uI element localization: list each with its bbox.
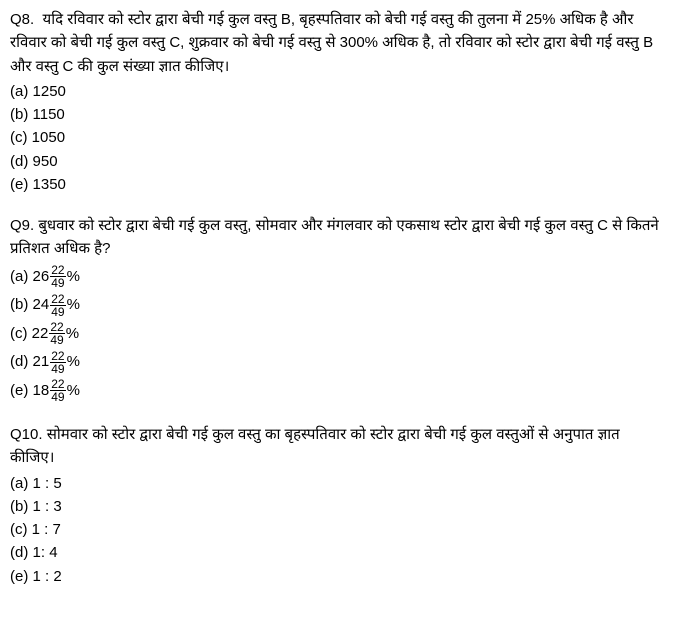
numerator: 22 xyxy=(50,293,65,306)
option-whole: 22 xyxy=(32,325,49,342)
percent-sign: % xyxy=(67,382,80,399)
option-whole: 21 xyxy=(33,353,50,370)
question-8: Q8. यदि रविवार को स्टोर द्वारा बेची गई क… xyxy=(10,8,666,196)
denominator: 49 xyxy=(50,391,65,403)
question-9-text: Q9. बुधवार को स्टोर द्वारा बेची गई कुल व… xyxy=(10,214,666,261)
question-10-text: Q10. सोमवार को स्टोर द्वारा बेची गई कुल … xyxy=(10,423,666,470)
option-a: (a) 1250 xyxy=(10,80,666,103)
option-a: (a) 1 : 5 xyxy=(10,472,666,495)
option-whole: 24 xyxy=(33,296,50,313)
option-label: (b) xyxy=(10,106,28,123)
option-d: (d) 212249% xyxy=(10,348,666,377)
denominator: 49 xyxy=(50,306,65,318)
option-value: 1 : 7 xyxy=(32,521,61,538)
option-value: 1 : 5 xyxy=(33,475,62,492)
percent-sign: % xyxy=(66,325,79,342)
question-number: Q10. xyxy=(10,426,43,443)
percent-sign: % xyxy=(67,268,80,285)
question-body: बुधवार को स्टोर द्वारा बेची गई कुल वस्तु… xyxy=(10,217,659,257)
option-c: (c) 1050 xyxy=(10,126,666,149)
option-value: 1 : 2 xyxy=(33,568,62,585)
fraction: 2249 xyxy=(50,350,65,375)
option-value: 1: 4 xyxy=(33,544,58,561)
option-label: (b) xyxy=(10,296,28,313)
option-value: 1 : 3 xyxy=(33,498,62,515)
option-b: (b) 1150 xyxy=(10,103,666,126)
option-a: (a) 262249% xyxy=(10,263,666,292)
option-value: 1050 xyxy=(32,129,65,146)
option-whole: 26 xyxy=(33,268,50,285)
option-value: 950 xyxy=(33,153,58,170)
numerator: 22 xyxy=(50,350,65,363)
option-d: (d) 950 xyxy=(10,150,666,173)
option-label: (e) xyxy=(10,568,28,585)
option-label: (e) xyxy=(10,176,28,193)
option-label: (a) xyxy=(10,83,28,100)
question-number: Q8. xyxy=(10,11,34,28)
option-b: (b) 1 : 3 xyxy=(10,495,666,518)
option-label: (e) xyxy=(10,382,28,399)
option-value: 1250 xyxy=(33,83,66,100)
question-body: सोमवार को स्टोर द्वारा बेची गई कुल वस्तु… xyxy=(10,426,620,466)
question-8-text: Q8. यदि रविवार को स्टोर द्वारा बेची गई क… xyxy=(10,8,666,78)
fraction: 2249 xyxy=(50,293,65,318)
question-number: Q9. xyxy=(10,217,34,234)
fraction: 2249 xyxy=(50,264,65,289)
option-c: (c) 222249% xyxy=(10,320,666,349)
option-label: (a) xyxy=(10,268,28,285)
option-e: (e) 1350 xyxy=(10,173,666,196)
option-label: (d) xyxy=(10,153,28,170)
option-b: (b) 242249% xyxy=(10,291,666,320)
option-whole: 18 xyxy=(33,382,50,399)
denominator: 49 xyxy=(49,334,64,346)
option-label: (c) xyxy=(10,521,28,538)
option-label: (a) xyxy=(10,475,28,492)
question-9: Q9. बुधवार को स्टोर द्वारा बेची गई कुल व… xyxy=(10,214,666,405)
option-label: (c) xyxy=(10,325,28,342)
option-d: (d) 1: 4 xyxy=(10,541,666,564)
option-e: (e) 182249% xyxy=(10,377,666,406)
question-body: यदि रविवार को स्टोर द्वारा बेची गई कुल व… xyxy=(10,11,653,75)
option-value: 1350 xyxy=(33,176,66,193)
fraction: 2249 xyxy=(50,378,65,403)
option-label: (c) xyxy=(10,129,28,146)
option-c: (c) 1 : 7 xyxy=(10,518,666,541)
denominator: 49 xyxy=(50,277,65,289)
option-label: (d) xyxy=(10,544,28,561)
question-10: Q10. सोमवार को स्टोर द्वारा बेची गई कुल … xyxy=(10,423,666,588)
percent-sign: % xyxy=(67,296,80,313)
option-label: (b) xyxy=(10,498,28,515)
option-e: (e) 1 : 2 xyxy=(10,565,666,588)
denominator: 49 xyxy=(50,363,65,375)
option-value: 1150 xyxy=(33,106,65,123)
fraction: 2249 xyxy=(49,321,64,346)
option-label: (d) xyxy=(10,353,28,370)
percent-sign: % xyxy=(67,353,80,370)
